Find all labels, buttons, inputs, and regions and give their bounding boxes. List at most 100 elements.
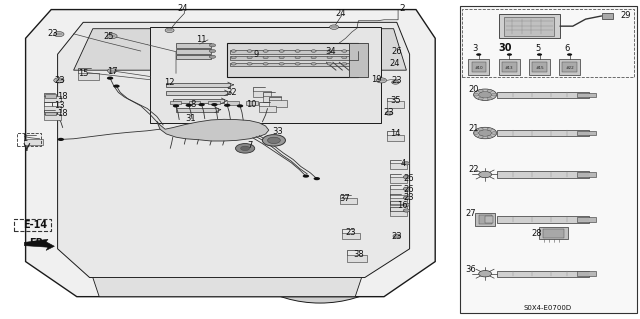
Polygon shape bbox=[468, 59, 489, 75]
Text: 20: 20 bbox=[468, 85, 479, 94]
Circle shape bbox=[186, 104, 192, 107]
Text: 18: 18 bbox=[58, 109, 68, 118]
Text: 23: 23 bbox=[346, 228, 356, 237]
Circle shape bbox=[211, 103, 218, 106]
Text: #13: #13 bbox=[505, 66, 514, 70]
Text: 18: 18 bbox=[58, 92, 68, 101]
Circle shape bbox=[474, 127, 497, 139]
Text: 5: 5 bbox=[535, 44, 540, 53]
Circle shape bbox=[487, 136, 492, 138]
Polygon shape bbox=[387, 101, 404, 108]
Bar bbox=[543, 229, 564, 238]
Circle shape bbox=[224, 104, 230, 107]
Circle shape bbox=[58, 138, 64, 141]
Circle shape bbox=[474, 89, 497, 100]
Text: 10: 10 bbox=[246, 100, 257, 109]
Text: #15: #15 bbox=[535, 66, 544, 70]
Text: 19: 19 bbox=[371, 75, 381, 84]
Text: 12: 12 bbox=[164, 78, 175, 87]
Circle shape bbox=[54, 32, 64, 37]
Text: 31: 31 bbox=[186, 114, 196, 123]
Text: 2: 2 bbox=[399, 4, 404, 13]
Bar bbox=[479, 215, 492, 224]
Circle shape bbox=[263, 63, 268, 65]
Text: #10: #10 bbox=[474, 66, 483, 70]
Circle shape bbox=[311, 63, 316, 65]
Text: 23: 23 bbox=[48, 29, 58, 38]
Ellipse shape bbox=[230, 175, 410, 303]
Polygon shape bbox=[529, 59, 550, 75]
Text: 32: 32 bbox=[227, 88, 237, 97]
Polygon shape bbox=[44, 106, 61, 112]
Circle shape bbox=[403, 209, 410, 212]
Text: 37: 37 bbox=[339, 194, 349, 203]
Bar bbox=[504, 17, 554, 36]
Text: 8: 8 bbox=[191, 100, 196, 109]
Circle shape bbox=[479, 130, 492, 136]
Text: 27: 27 bbox=[465, 209, 476, 218]
Polygon shape bbox=[390, 163, 407, 169]
Bar bbox=[602, 13, 613, 19]
Text: 30: 30 bbox=[499, 43, 513, 54]
Bar bbox=[230, 56, 355, 60]
Polygon shape bbox=[58, 22, 410, 278]
Text: 26: 26 bbox=[403, 185, 413, 194]
Circle shape bbox=[209, 49, 216, 53]
Circle shape bbox=[314, 177, 320, 180]
Bar bbox=[166, 91, 227, 95]
Polygon shape bbox=[347, 255, 367, 262]
Text: 24: 24 bbox=[177, 4, 188, 13]
Circle shape bbox=[237, 104, 243, 108]
Circle shape bbox=[236, 144, 255, 153]
Circle shape bbox=[403, 196, 410, 199]
Circle shape bbox=[567, 53, 572, 56]
Circle shape bbox=[231, 56, 236, 59]
Polygon shape bbox=[176, 55, 211, 59]
Polygon shape bbox=[563, 62, 577, 71]
Circle shape bbox=[474, 93, 479, 96]
Polygon shape bbox=[342, 233, 360, 239]
Polygon shape bbox=[269, 100, 287, 107]
Circle shape bbox=[342, 56, 347, 59]
Circle shape bbox=[279, 63, 284, 65]
Text: 7: 7 bbox=[247, 141, 252, 150]
Circle shape bbox=[268, 137, 280, 144]
Circle shape bbox=[113, 85, 120, 88]
Circle shape bbox=[303, 174, 309, 178]
Bar bbox=[577, 131, 596, 135]
Polygon shape bbox=[176, 49, 211, 54]
Text: 11: 11 bbox=[196, 35, 207, 44]
Text: 23: 23 bbox=[392, 76, 402, 85]
Bar bbox=[45, 112, 56, 115]
Bar bbox=[539, 227, 568, 239]
Polygon shape bbox=[176, 43, 211, 48]
Circle shape bbox=[476, 53, 481, 56]
Text: 36: 36 bbox=[465, 265, 476, 274]
Circle shape bbox=[209, 44, 216, 47]
Polygon shape bbox=[44, 114, 61, 120]
Bar bbox=[497, 216, 589, 223]
Circle shape bbox=[507, 53, 512, 56]
Text: 6: 6 bbox=[564, 44, 570, 53]
Polygon shape bbox=[44, 96, 61, 102]
Polygon shape bbox=[78, 73, 99, 80]
Text: 17: 17 bbox=[107, 67, 117, 76]
Text: 23: 23 bbox=[54, 76, 65, 85]
Circle shape bbox=[376, 78, 387, 83]
Text: 14: 14 bbox=[390, 130, 401, 138]
Circle shape bbox=[311, 50, 316, 52]
Bar bbox=[577, 172, 596, 177]
Circle shape bbox=[295, 63, 300, 65]
Bar bbox=[208, 101, 220, 104]
Polygon shape bbox=[502, 62, 516, 71]
Text: 26: 26 bbox=[392, 47, 402, 56]
Text: 4: 4 bbox=[401, 159, 406, 168]
Bar bbox=[176, 108, 218, 112]
Circle shape bbox=[393, 234, 401, 238]
Polygon shape bbox=[157, 119, 269, 141]
Bar bbox=[227, 43, 358, 77]
Bar bbox=[173, 99, 224, 103]
Text: 24: 24 bbox=[335, 9, 346, 18]
Bar bbox=[497, 130, 589, 136]
Text: 15: 15 bbox=[78, 69, 88, 78]
